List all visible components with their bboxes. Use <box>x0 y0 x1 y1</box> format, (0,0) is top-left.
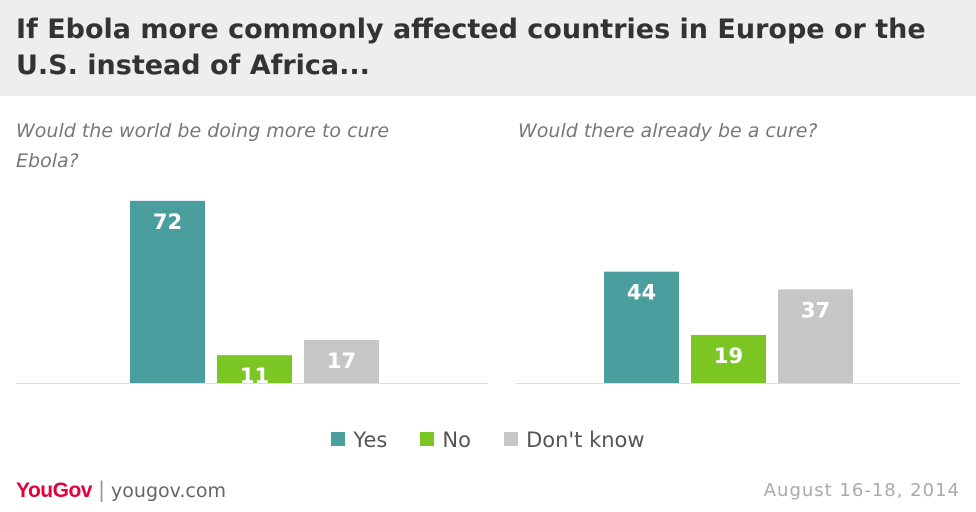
legend-label-yes: Yes <box>353 428 388 452</box>
chart-header: If Ebola more commonly affected countrie… <box>0 0 976 96</box>
chart-1-bar-label-no: 11 <box>240 364 269 388</box>
chart-2-bar-yes <box>604 271 679 383</box>
legend-swatch-dont-know <box>504 432 519 446</box>
footer-separator: | <box>97 478 106 502</box>
chart-2-bar-label-dont-know: 37 <box>801 298 830 322</box>
legend-swatch-no <box>420 432 435 446</box>
chart-2-bar-dont-know <box>778 289 853 383</box>
chart-2-bar-label-yes: 44 <box>627 281 656 305</box>
footer-date: August 16-18, 2014 <box>763 480 960 501</box>
chart-1-bar-label-yes: 72 <box>153 210 182 234</box>
bar-charts: Would the world be doing more to cure Ebo… <box>16 120 960 388</box>
legend-swatch-yes <box>331 432 346 446</box>
footer-site-link[interactable]: yougov.com <box>111 480 227 502</box>
chart-2-bar-no <box>691 334 766 383</box>
legend-label-no: No <box>442 428 471 452</box>
legend-item-no: No <box>420 428 471 452</box>
chart-title: If Ebola more commonly affected countrie… <box>16 14 926 81</box>
chart-1-bar-yes <box>130 200 205 383</box>
legend-item-dont-know: Don't know <box>504 428 645 452</box>
chart-1-bar-no <box>217 355 292 383</box>
yougov-logo: YouGov <box>16 479 92 502</box>
legend-label-dont-know: Don't know <box>526 428 645 452</box>
chart-2-subtitle-line-1: Would there already be a cure? <box>518 120 818 142</box>
legend: Yes No Don't know <box>0 428 976 452</box>
chart-1-bar-label-dont-know: 17 <box>327 349 356 373</box>
chart-1-bar-dont-know <box>304 339 379 383</box>
footer-brand: YouGov | yougov.com <box>16 478 226 503</box>
chart-2-bar-label-no: 19 <box>714 344 743 368</box>
chart-1-subtitle-line-2: Ebola? <box>16 150 79 172</box>
legend-item-yes: Yes <box>331 428 387 452</box>
chart-1-subtitle-line-1: Would the world be doing more to cure <box>16 120 389 142</box>
